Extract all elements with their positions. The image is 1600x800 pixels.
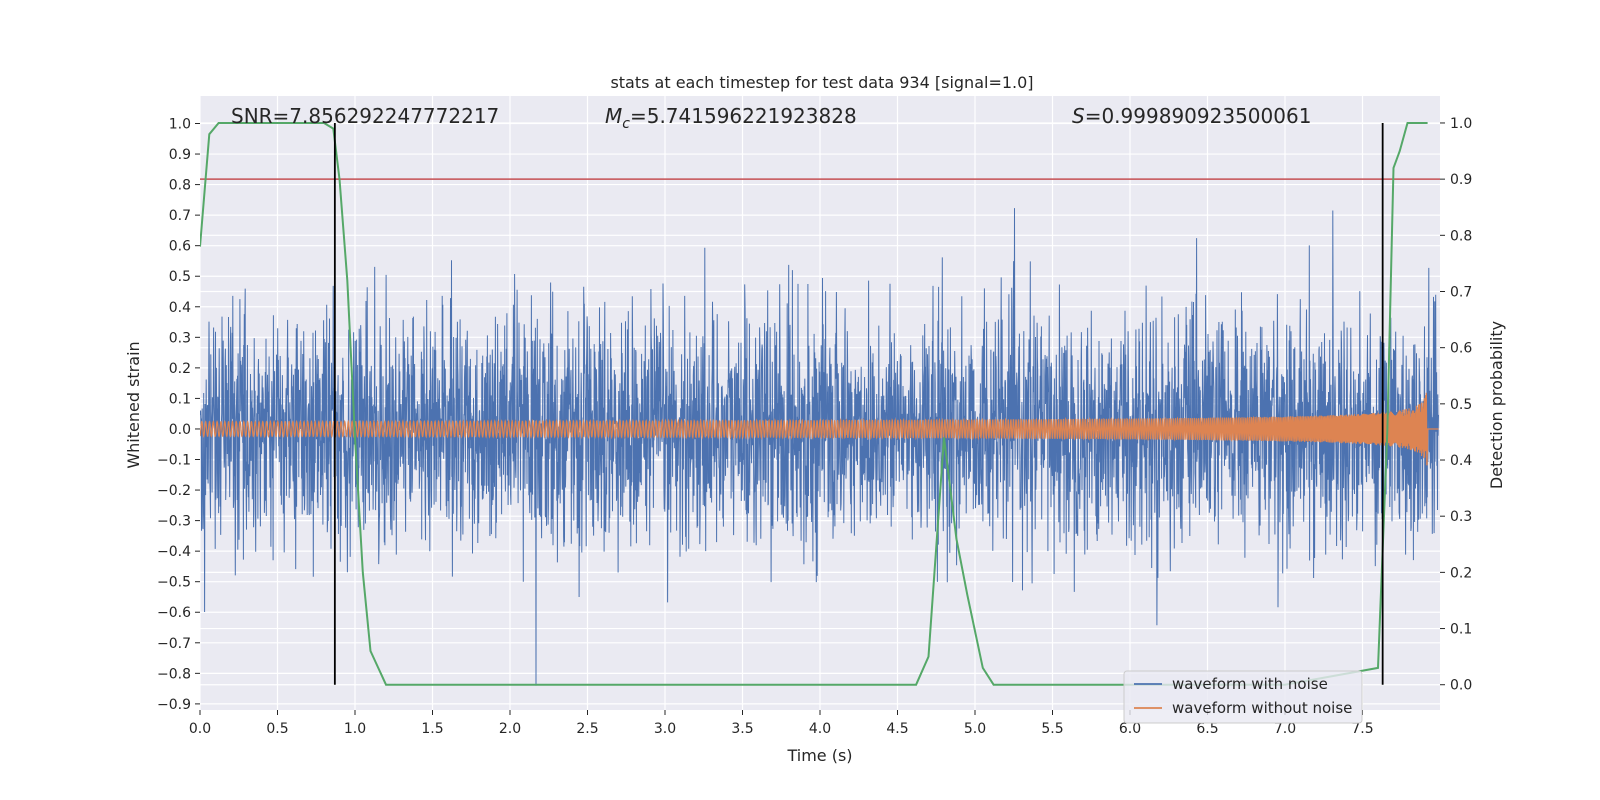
- y2-tick-label: 0.4: [1450, 453, 1472, 469]
- legend: waveform with noise waveform without noi…: [1123, 670, 1363, 724]
- y-tick-label: 1.0: [169, 116, 191, 132]
- x-tick-label: 7.5: [1351, 721, 1373, 737]
- mc-symbol: M: [605, 104, 622, 128]
- y-axis-left: −0.9 −0.8 −0.7 −0.6 −0.5 −0.4 −0.3 −0.2 −0.1 0.0 0…: [157, 116, 200, 713]
- vertical-markers: [333, 122, 1384, 685]
- mc-value: =5.741596221923828: [630, 104, 857, 128]
- y2-tick-label: 0.5: [1450, 397, 1472, 413]
- y2-tick-label: 0.7: [1450, 284, 1472, 300]
- mc-subscript: c: [622, 116, 630, 132]
- series-waveform-without-noise: [200, 392, 1439, 466]
- x-tick-label: 1.0: [344, 721, 366, 737]
- y2-tick-label: 0.0: [1450, 678, 1472, 694]
- x-tick-label: 6.0: [1119, 721, 1141, 737]
- y2-axis-label: Detection probability: [1487, 321, 1506, 489]
- y-tick-label: −0.9: [157, 697, 191, 713]
- y2-tick-label: 0.3: [1450, 509, 1472, 525]
- y2-tick-label: 0.1: [1450, 622, 1472, 638]
- s-annotation: S=0.999890923500061: [1072, 104, 1311, 128]
- x-tick-label: 3.5: [731, 721, 753, 737]
- mc-annotation: Mc=5.741596221923828: [605, 104, 857, 132]
- y-tick-label: 0.3: [169, 330, 191, 346]
- y-tick-label: 0.0: [169, 422, 191, 438]
- y-tick-label: 0.8: [169, 178, 191, 194]
- y-tick-label: 0.2: [169, 361, 191, 377]
- x-tick-label: 0.5: [266, 721, 288, 737]
- y-tick-label: −0.6: [157, 605, 191, 621]
- x-tick-label: 6.5: [1196, 721, 1218, 737]
- snr-annotation: SNR=7.856292247772217: [231, 104, 499, 128]
- y2-tick-label: 0.9: [1450, 172, 1472, 188]
- x-tick-label: 5.5: [1041, 721, 1063, 737]
- legend-label-clean: waveform without noise: [1172, 699, 1352, 717]
- y2-tick-label: 0.6: [1450, 341, 1472, 357]
- x-tick-label: 0.0: [189, 721, 211, 737]
- y-tick-label: −0.2: [157, 483, 191, 499]
- y-tick-label: 0.4: [169, 300, 191, 316]
- x-tick-label: 5.0: [964, 721, 986, 737]
- y-tick-label: 0.6: [169, 239, 191, 255]
- x-tick-label: 4.5: [886, 721, 908, 737]
- y-tick-label: −0.4: [157, 544, 191, 560]
- x-tick-label: 7.0: [1274, 721, 1296, 737]
- x-axis: 0.0 0.5 1.0 1.5 2.0 2.5 3.0 3.5 4.0 4.5 5.0 5.5 6.0 6…: [189, 710, 1374, 737]
- x-axis-label: Time (s): [786, 746, 852, 765]
- y-tick-label: 0.1: [169, 391, 191, 407]
- y-tick-label: −0.5: [157, 575, 191, 591]
- y-axis-label: Whitened strain: [124, 341, 143, 468]
- y2-tick-label: 1.0: [1450, 116, 1472, 132]
- series-detection-probability: [200, 122, 1428, 686]
- series-waveform-with-noise: [200, 208, 1439, 686]
- y-tick-label: 0.9: [169, 147, 191, 163]
- chart-title: stats at each timestep for test data 934…: [610, 73, 1033, 92]
- legend-label-noise: waveform with noise: [1172, 675, 1328, 693]
- y2-tick-label: 0.8: [1450, 228, 1472, 244]
- x-tick-label: 2.0: [499, 721, 521, 737]
- s-symbol: S: [1072, 104, 1085, 128]
- plot-content: [200, 122, 1440, 686]
- y-axis-right: 0.0 0.1 0.2 0.3 0.4 0.5 0.6 0.7 0.8 0.9 1.0: [1440, 116, 1472, 694]
- y-tick-label: 0.7: [169, 208, 191, 224]
- x-tick-label: 3.0: [654, 721, 676, 737]
- x-tick-label: 2.5: [576, 721, 598, 737]
- x-tick-label: 1.5: [421, 721, 443, 737]
- y-tick-label: 0.5: [169, 269, 191, 285]
- y2-tick-label: 0.2: [1450, 565, 1472, 581]
- y-tick-label: −0.1: [157, 453, 191, 469]
- s-value: =0.999890923500061: [1085, 104, 1312, 128]
- legend-box: [1123, 670, 1363, 724]
- y-tick-label: −0.3: [157, 514, 191, 530]
- y-tick-label: −0.8: [157, 666, 191, 682]
- x-tick-label: 4.0: [809, 721, 831, 737]
- y-tick-label: −0.7: [157, 636, 191, 652]
